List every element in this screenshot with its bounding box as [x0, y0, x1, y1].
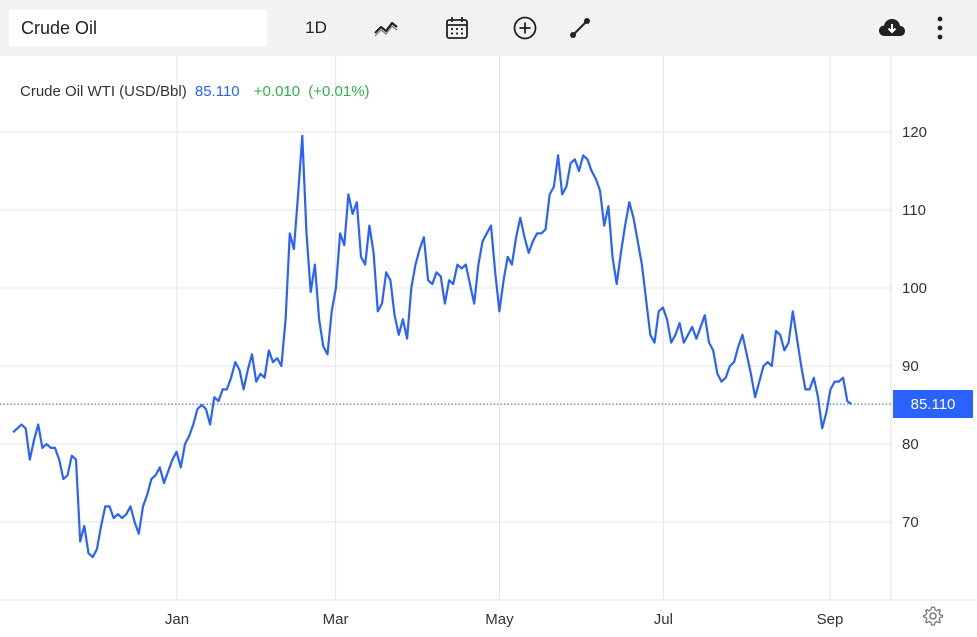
drawing-tool-button[interactable]: [563, 10, 597, 46]
last-price: 85.110: [194, 83, 240, 100]
price-change: +0.010: [253, 83, 301, 100]
chart-area[interactable]: [0, 56, 977, 637]
price-change-percent: (+0.01%): [308, 83, 370, 100]
quote-header: Crude Oil WTI (USD/Bbl) 85.110 +0.010 (+…: [20, 83, 370, 100]
add-indicator-icon: [513, 16, 537, 40]
chart-type-icon: [374, 21, 398, 37]
download-icon: [879, 19, 905, 36]
interval-label: 1D: [305, 18, 327, 37]
download-button[interactable]: [874, 10, 910, 46]
interval-button[interactable]: 1D: [296, 10, 336, 46]
last-price-tag: 85.110: [893, 390, 973, 419]
add-indicator-button[interactable]: [508, 10, 542, 46]
instrument-name: Crude Oil WTI (USD/Bbl): [20, 83, 187, 100]
toolbar: 1D: [0, 0, 977, 56]
drawing-tool-icon: [570, 18, 590, 38]
calendar-icon: [446, 17, 468, 39]
more-options-button[interactable]: [926, 10, 954, 46]
settings-gear-icon[interactable]: [922, 605, 944, 627]
calendar-button[interactable]: [440, 10, 474, 46]
symbol-search-input[interactable]: [9, 10, 267, 46]
more-options-icon: [937, 16, 943, 40]
chart-type-button[interactable]: [368, 10, 404, 46]
